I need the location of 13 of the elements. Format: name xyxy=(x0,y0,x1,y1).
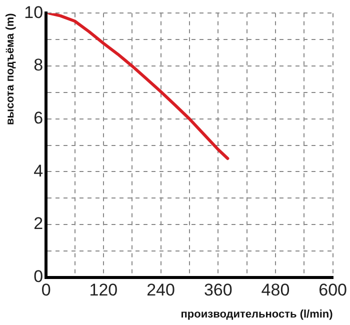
y-tick-label: 6 xyxy=(34,108,44,128)
x-tick-label: 360 xyxy=(204,280,232,300)
x-tick-label: 480 xyxy=(261,280,290,300)
x-tick-label: 600 xyxy=(318,280,348,300)
y-tick-label: 2 xyxy=(34,214,44,234)
y-tick-label: 8 xyxy=(34,56,44,75)
y-tick-label: 10 xyxy=(24,2,44,22)
y-tick-label: 4 xyxy=(34,161,44,180)
y-tick-label: 0 xyxy=(34,267,44,286)
x-axis-title: производительность (l/min) xyxy=(180,308,334,320)
x-tick-label: 240 xyxy=(146,280,175,300)
y-axis-title: высота подъёма (m) xyxy=(4,12,17,125)
x-tick-label: 120 xyxy=(89,280,118,300)
